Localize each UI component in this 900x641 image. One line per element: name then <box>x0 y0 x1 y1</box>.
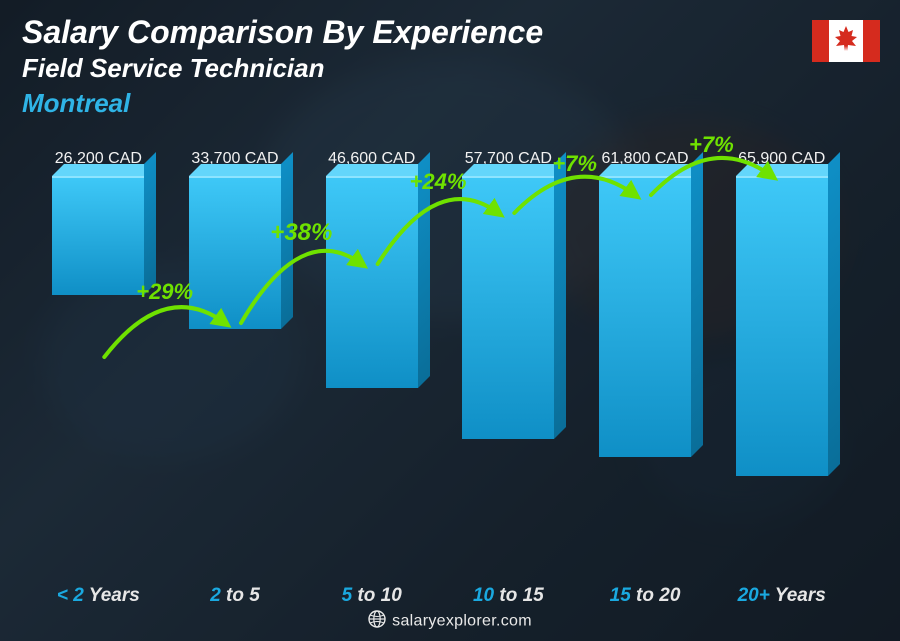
infographic-stage: Salary Comparison By Experience Field Se… <box>0 0 900 641</box>
increment-arrow <box>241 251 362 323</box>
increment-arcs: +29%+38%+24%+7%+7% <box>30 150 850 570</box>
x-axis-label: 10 to 15 <box>440 585 577 607</box>
increment-arrow <box>514 177 635 213</box>
x-axis-label: 5 to 10 <box>303 585 440 607</box>
x-axis-label: < 2 Years <box>30 585 167 607</box>
title-block: Salary Comparison By Experience Field Se… <box>22 14 543 119</box>
increment-label: +29% <box>136 279 193 304</box>
increment-label: +7% <box>552 151 597 176</box>
x-axis-labels: < 2 Years2 to 55 to 1010 to 1515 to 2020… <box>30 585 850 607</box>
x-axis-label: 20+ Years <box>713 585 850 607</box>
x-axis-label: 2 to 5 <box>167 585 304 607</box>
bar-chart: 26,200 CAD33,700 CAD46,600 CAD57,700 CAD… <box>30 150 850 510</box>
page-title: Salary Comparison By Experience <box>22 14 543 51</box>
canada-flag-icon <box>812 20 880 67</box>
increment-arrow <box>651 158 772 195</box>
increment-arrow <box>378 199 499 264</box>
subtitle: Field Service Technician <box>22 53 543 84</box>
footer: salaryexplorer.com <box>0 610 900 633</box>
increment-label: +7% <box>689 132 734 157</box>
city-label: Montreal <box>22 88 543 119</box>
x-axis-label: 15 to 20 <box>577 585 714 607</box>
increment-label: +38% <box>270 219 332 246</box>
globe-icon <box>368 610 386 633</box>
increment-label: +24% <box>410 169 467 194</box>
increment-arrow <box>104 307 225 357</box>
footer-text: salaryexplorer.com <box>392 613 532 630</box>
